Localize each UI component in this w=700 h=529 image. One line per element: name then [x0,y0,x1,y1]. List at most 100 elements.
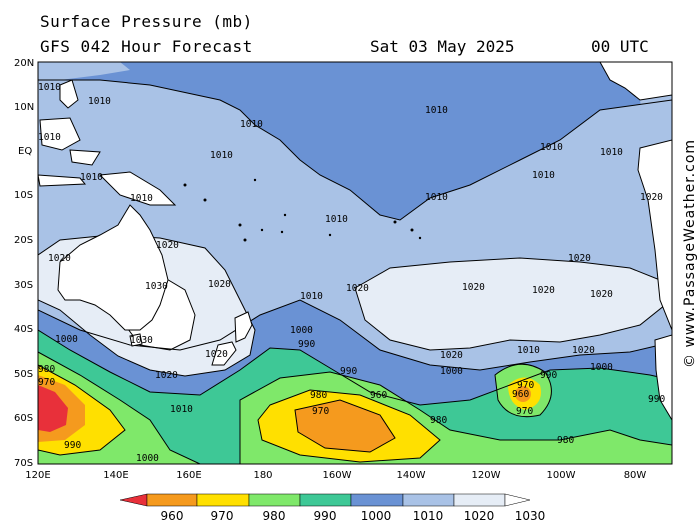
isobar-label: 1020 [346,283,369,294]
isobar-label: 1020 [590,289,613,300]
pacific-islands [183,178,422,242]
band-960-970-east [515,386,531,402]
lon-label: 160E [176,470,201,481]
lat-label: 10S [14,190,33,201]
isobar-label: 1030 [130,335,153,346]
isobar-label: 970 [516,406,533,417]
isobar-label: 1010 [210,150,233,161]
isobar-label: 990 [298,339,315,350]
colorbar-label: 1000 [361,509,392,523]
isobar-label: 1010 [170,404,193,415]
colorbar-label: 1020 [464,509,495,523]
band-1000-1010-tropics [38,62,672,220]
isobar-label: 1020 [440,350,463,361]
island [243,238,247,242]
island [238,223,242,227]
isobar-label: 1010 [80,172,103,183]
lat-label: 70S [14,458,33,469]
isobar-label: 1000 [440,366,463,377]
colorbar-swatch [196,493,250,507]
isobar-label: 1020 [568,253,591,264]
new-zealand-north [234,311,253,343]
isobar-label: 1000 [290,325,313,336]
colorbar-label: 970 [211,509,234,523]
island [253,178,257,182]
colorbar-label: 1030 [515,509,546,523]
isobar-label: 980 [38,364,55,375]
south-america [637,139,672,331]
chile-patagonia [654,334,672,421]
isobar-label: 1020 [205,349,228,360]
lat-label: 50S [14,369,33,380]
colorbar: 960 970 980 990 1000 1010 1020 1030 [119,493,546,523]
island [283,213,287,217]
colorbar-label: 1010 [413,509,444,523]
colorbar-swatch [350,493,404,507]
colorbar-swatch [453,493,506,507]
colorbar-label: 960 [161,509,184,523]
isobar-label: 1000 [590,362,613,373]
new-zealand-south [211,341,237,366]
isobar-990-east [494,363,552,418]
isobar-label: 980 [430,415,447,426]
isobar-label: 1010 [600,147,623,158]
land [38,62,672,421]
central-america [599,62,672,101]
island [183,183,187,187]
isobar-label: 1020 [48,253,71,264]
java-islands [38,174,87,187]
band-1010-1020-nw [38,62,130,82]
isobar-label: 1020 [462,282,485,293]
isobar-label: 970 [38,377,55,388]
isobar-label: 990 [340,366,357,377]
isobar-label: 990 [540,370,557,381]
lat-label: 20N [14,58,34,69]
isobar-label: 1020 [156,240,179,251]
isobar-label: 1010 [130,193,153,204]
pressure-field [38,62,672,464]
isobar-label: 1010 [38,132,61,143]
valid-date: Sat 03 May 2025 [370,37,515,56]
isobar-label: 1010 [325,214,348,225]
isobar-970-central [294,399,396,453]
isobar-label: 980 [310,390,327,401]
isobar-980-central [257,389,441,463]
forecast-subtitle: GFS 042 Hour Forecast [40,37,253,56]
lon-label: 80W [624,470,647,481]
band-lt-960 [38,385,68,432]
longitude-axis: 120E 140E 160E 180 160W 140W 120W 100W 8… [25,470,646,481]
isobar-label: 1010 [425,192,448,203]
colorbar-swatch [146,493,198,507]
colorbar-swatch [504,493,531,507]
island [328,233,332,237]
island [260,228,264,232]
lat-label: EQ [18,146,32,157]
isobar-label: 960 [370,390,387,401]
lon-label: 120W [472,470,501,481]
isobar-label: 970 [312,406,329,417]
isobar-label: 1020 [640,192,663,203]
isobar-label: 990 [64,440,81,451]
philippines [59,79,79,109]
lon-label: 120E [25,470,50,481]
isobar-label: 1020 [155,370,178,381]
isobar-1020-pacific [354,257,666,351]
isobar-label: 1020 [532,285,555,296]
lat-label: 30S [14,280,33,291]
isobar-label: 1010 [88,96,111,107]
isobar-1010-north [38,79,672,221]
credit-text: © www.PassageWeather.com [682,139,698,368]
island [393,220,397,224]
colorbar-label: 980 [263,509,286,523]
sulawesi [69,149,101,166]
lon-label: 160W [323,470,352,481]
isobar-label: 980 [557,435,574,446]
isobar-990-west [38,351,201,464]
isobar-label: 1010 [425,105,448,116]
isobar-label: 1010 [532,170,555,181]
isobar-label: 970 [517,380,534,391]
australia [57,204,169,331]
band-960-970-central [295,400,395,452]
isobar-label: 990 [648,394,665,405]
